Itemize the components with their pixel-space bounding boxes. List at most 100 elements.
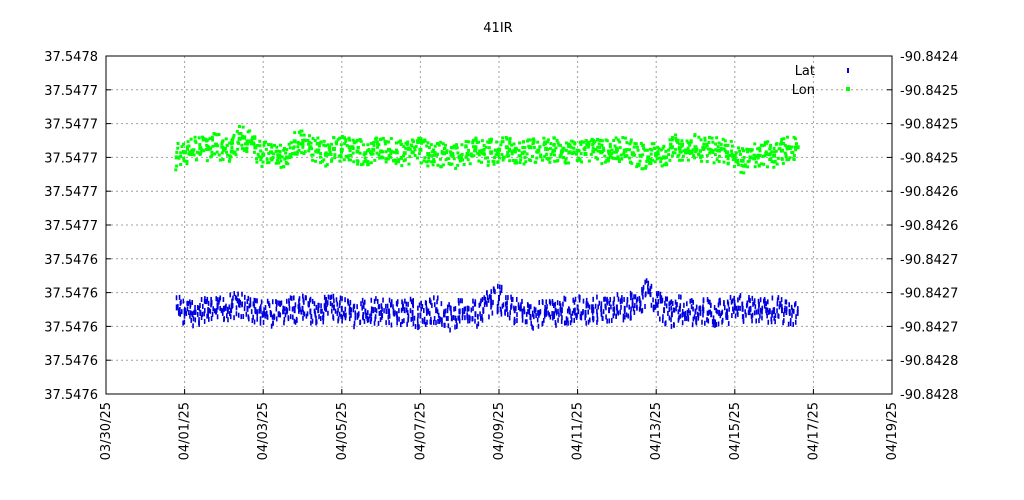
lat-point <box>555 322 557 328</box>
lat-point <box>745 312 747 318</box>
lat-point <box>500 284 503 290</box>
lat-point <box>692 299 695 305</box>
lon-point <box>245 150 249 154</box>
lat-point <box>271 299 274 305</box>
lon-point <box>572 146 576 150</box>
lat-point <box>447 315 449 321</box>
lon-point <box>213 132 217 136</box>
lat-point <box>671 300 674 306</box>
lon-point <box>715 136 719 140</box>
lat-point <box>641 286 643 292</box>
lat-point <box>251 318 254 324</box>
lon-point <box>452 157 456 161</box>
lon-point <box>454 166 458 170</box>
lat-point <box>291 306 294 312</box>
lat-point <box>791 312 793 318</box>
lon-point <box>194 158 198 162</box>
lat-point <box>262 311 265 318</box>
lon-point <box>437 143 441 147</box>
lon-point <box>637 163 641 167</box>
lon-point <box>726 161 730 165</box>
lon-point <box>552 142 556 146</box>
lon-point <box>316 136 320 140</box>
lat-point <box>438 319 441 325</box>
lat-point <box>326 301 328 307</box>
lon-point <box>455 143 459 147</box>
lon-point <box>508 141 512 145</box>
lat-point <box>623 297 625 303</box>
lon-point <box>768 147 772 151</box>
lat-point <box>388 313 391 319</box>
lon-point <box>726 157 730 161</box>
lat-point <box>490 289 493 295</box>
lat-point <box>396 299 399 305</box>
lat-point <box>283 316 286 322</box>
lon-point <box>296 145 300 149</box>
lat-point <box>486 290 488 296</box>
lon-point <box>763 140 767 144</box>
lat-point <box>562 301 564 307</box>
lon-point <box>567 145 571 149</box>
lat-point <box>629 290 632 296</box>
lat-point <box>212 306 214 312</box>
lat-point <box>256 311 259 317</box>
lat-point <box>510 305 512 311</box>
lat-point <box>192 316 195 322</box>
lat-point <box>209 308 212 314</box>
lat-point <box>186 306 189 312</box>
lon-point <box>653 160 657 164</box>
lat-point <box>647 280 650 286</box>
lon-point <box>356 159 360 163</box>
x-axis: 03/30/25 04/01/25 04/03/25 04/05/25 04/07/25… <box>99 389 900 460</box>
lon-point <box>644 166 648 170</box>
lat-point <box>769 309 771 315</box>
lon-point <box>394 150 399 155</box>
lon-point <box>594 156 598 160</box>
lon-point <box>417 152 421 156</box>
lon-point <box>477 159 481 163</box>
lat-point <box>449 327 451 333</box>
lon-point <box>520 151 525 156</box>
lon-point <box>416 140 420 144</box>
lat-point <box>617 310 620 316</box>
lat-point <box>330 294 333 300</box>
chart-title: 41IR <box>483 21 512 36</box>
lat-point <box>622 317 625 323</box>
lon-point <box>243 142 247 146</box>
y-right-tick-label: -90.8427 <box>900 320 958 335</box>
lat-point <box>227 317 229 323</box>
lat-point <box>479 301 482 307</box>
lat-point <box>380 303 383 309</box>
lon-point <box>277 161 281 165</box>
lon-point <box>309 141 313 145</box>
lon-point <box>489 150 494 155</box>
lon-point <box>269 143 273 147</box>
lat-point <box>657 290 660 296</box>
lon-point <box>787 158 791 162</box>
lat-point <box>428 311 431 317</box>
lat-point <box>505 305 508 312</box>
lat-point <box>440 318 443 324</box>
lat-point <box>551 300 554 306</box>
lon-point <box>189 137 193 141</box>
lon-point <box>575 152 579 156</box>
lon-point <box>610 148 614 152</box>
lon-point <box>254 157 258 161</box>
lon-point <box>614 147 619 152</box>
lon-point <box>439 140 443 144</box>
lon-point <box>510 149 514 153</box>
lat-point <box>526 319 528 325</box>
lat-point <box>244 301 246 307</box>
lat-point <box>177 304 179 310</box>
lon-point <box>525 152 529 156</box>
lat-point <box>670 317 672 323</box>
lat-point <box>642 284 645 290</box>
lon-point <box>220 142 224 146</box>
lon-point <box>469 154 473 158</box>
lon-point <box>650 148 654 152</box>
lat-point <box>731 312 733 318</box>
lat-point <box>486 295 489 301</box>
lon-point <box>408 147 412 151</box>
x-tick-label: 04/07/25 <box>413 402 428 460</box>
lat-point <box>648 288 651 294</box>
